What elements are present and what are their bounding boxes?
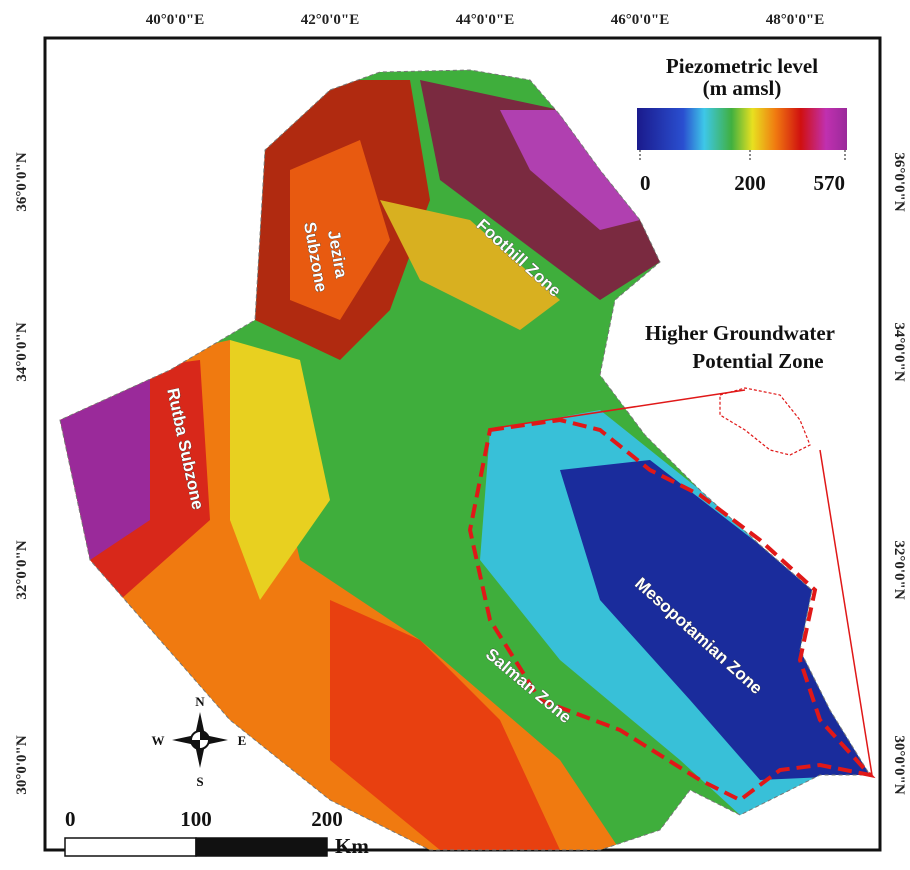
latitude-label: 36°0'0"N (891, 152, 907, 211)
compass-south: S (196, 774, 203, 789)
scale-tick-label: 200 (311, 807, 343, 831)
legend-title: Piezometric level (666, 54, 818, 78)
legend-subtitle: (m amsl) (703, 76, 782, 100)
latitude-label: 32°0'0"N (891, 540, 907, 599)
compass-north: N (195, 694, 205, 709)
longitude-label: 44°0'0"E (456, 12, 515, 28)
legend-tick-label: 570 (814, 171, 846, 195)
longitude-label: 48°0'0"E (766, 12, 825, 28)
scale-tick-label: 100 (180, 807, 212, 831)
annotation: Higher Groundwater (645, 321, 835, 345)
scale-tick-label: 0 (65, 807, 76, 831)
latitude-label: 36°0'0"N (14, 152, 30, 211)
compass-east: E (238, 733, 247, 748)
scale-bar (196, 838, 327, 856)
latitude-label: 30°0'0"N (891, 735, 907, 794)
longitude-label: 46°0'0"E (611, 12, 670, 28)
longitude-label: 40°0'0"E (146, 12, 205, 28)
latitude-label: 32°0'0"N (14, 540, 30, 599)
latitude-label: 34°0'0"N (14, 322, 30, 381)
color-bar (637, 108, 847, 150)
legend-tick-label: 0 (640, 171, 651, 195)
map-figure: Piezometric level (m amsl) Higher Ground… (0, 0, 910, 870)
latitude-label: 30°0'0"N (14, 735, 30, 794)
longitude-label: 42°0'0"E (301, 12, 360, 28)
compass-west: W (152, 733, 165, 748)
annotation: Potential Zone (692, 349, 823, 373)
latitude-label: 34°0'0"N (891, 322, 907, 381)
scale-unit: Km (335, 834, 369, 858)
scale-bar (65, 838, 196, 856)
legend-tick-label: 200 (734, 171, 766, 195)
